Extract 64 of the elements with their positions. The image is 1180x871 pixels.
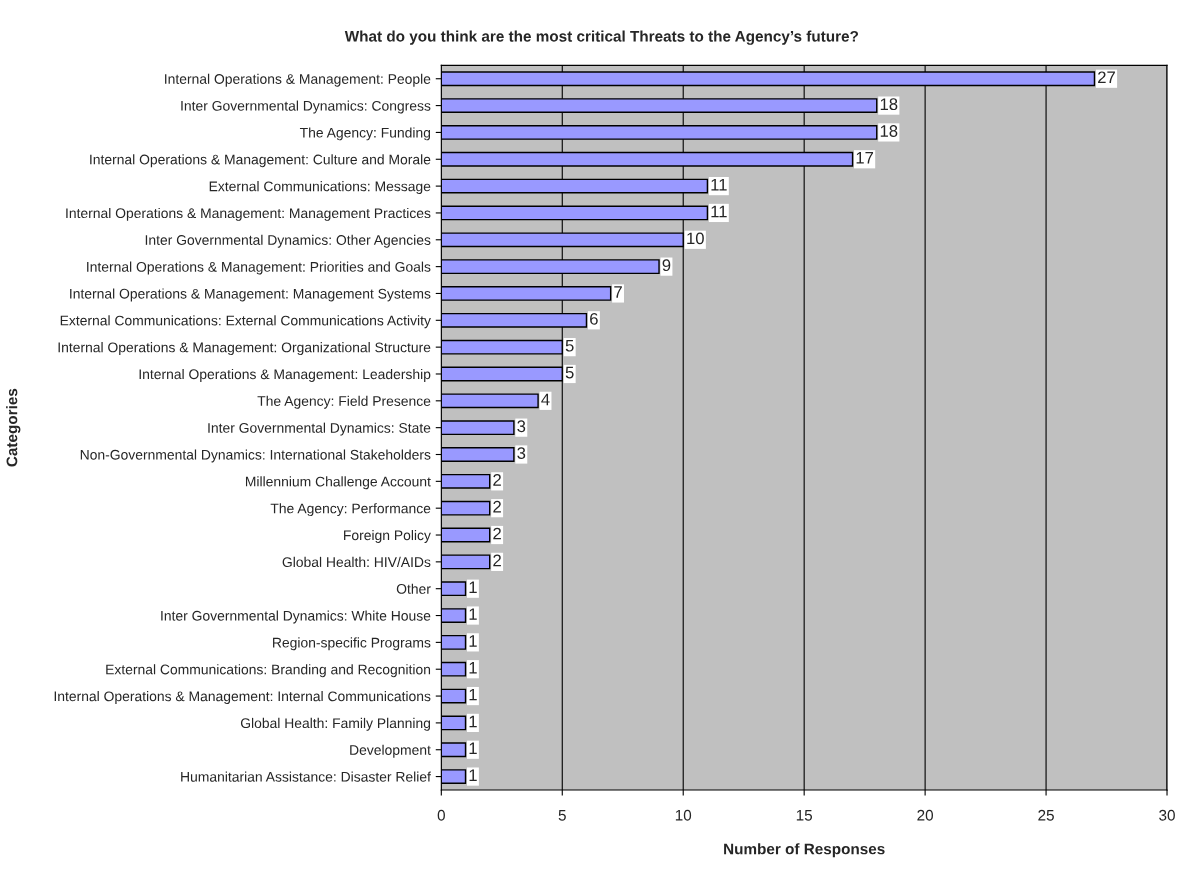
y-tick-label: Non-Governmental Dynamics: International Stakeholders	[80, 449, 431, 463]
x-tick-label: 25	[1038, 809, 1054, 821]
x-axis-title: Number of Responses	[724, 843, 885, 858]
data-label: 11	[711, 178, 727, 191]
data-label: 1	[469, 742, 477, 755]
y-tick-label: Internal Operations & Management: Management Systems	[70, 288, 431, 302]
chart-title: What do you think are the most critical Threats to the Agency’s future?	[344, 30, 858, 45]
y-tick-label: The Agency: Field Presence	[257, 395, 431, 409]
data-label: 2	[493, 527, 501, 540]
data-label: 1	[469, 581, 477, 594]
y-tick-label: The Agency: Funding	[299, 127, 431, 141]
data-label: 5	[565, 339, 574, 352]
y-tick-label: Inter Governmental Dynamics: White House	[161, 610, 431, 624]
y-tick-label: Internal Operations & Management: Leadership	[139, 368, 431, 382]
data-label: 7	[614, 286, 622, 298]
data-label: 2	[493, 554, 501, 567]
y-tick-label: The Agency: Performance	[270, 503, 431, 517]
data-label: 17	[856, 152, 874, 164]
x-tick-label: 10	[675, 809, 692, 821]
data-label: 4	[541, 393, 550, 406]
x-tick-label: 5	[558, 810, 566, 821]
y-tick-label: Inter Governmental Dynamics: State	[208, 422, 431, 436]
x-tick-label: 15	[796, 810, 813, 821]
y-tick-label: Internal Operations & Management: People	[165, 73, 431, 87]
data-label: 1	[469, 635, 477, 647]
data-label: 6	[590, 312, 598, 325]
y-tick-label: Foreign Policy	[344, 529, 431, 543]
data-label: 1	[469, 688, 477, 701]
y-tick-label: External Communications: Message	[209, 181, 431, 195]
y-tick-label: Internal Operations & Management: Culture and Morale	[90, 154, 431, 168]
y-tick-label: Other	[396, 583, 431, 594]
y-tick-label: Inter Governmental Dynamics: Other Agencies	[145, 234, 431, 248]
data-label: 18	[880, 98, 898, 111]
y-tick-label: External Communications: Branding and Recognition	[106, 664, 431, 678]
y-axis-title: Categories	[6, 388, 21, 467]
data-label: 1	[469, 662, 477, 674]
data-label: 18	[880, 125, 898, 137]
y-tick-label: Global Health: HIV/AIDs	[282, 556, 431, 568]
data-label: 10	[687, 232, 704, 245]
y-tick-label: Region-specific Programs	[273, 637, 431, 651]
y-tick-label: Global Health: Family Planning	[240, 717, 431, 731]
data-label: 1	[469, 608, 477, 620]
x-tick-label: 30	[1159, 809, 1175, 821]
y-tick-label: Internal Operations & Management: Management Practices	[66, 207, 431, 221]
y-tick-label: External Communications: External Communications Activity	[60, 315, 431, 329]
y-tick-label: Development	[350, 744, 431, 758]
x-tick-label: 0	[437, 809, 445, 821]
data-label: 9	[662, 259, 671, 272]
y-tick-label: Humanitarian Assistance: Disaster Relief	[181, 771, 431, 782]
data-label: 3	[517, 447, 526, 459]
data-label: 2	[493, 500, 501, 513]
data-label: 3	[517, 420, 526, 433]
y-tick-label: Millennium Challenge Account	[245, 476, 431, 490]
y-tick-label: Internal Operations & Management: Organizational Structure	[58, 342, 431, 356]
data-label: 2	[493, 474, 501, 486]
data-label: 11	[711, 205, 727, 218]
data-label: 5	[565, 366, 574, 379]
data-label: 1	[469, 769, 477, 781]
y-tick-label: Internal Operations & Management: Priorities and Goals	[87, 261, 431, 275]
x-tick-label: 20	[917, 809, 934, 821]
y-tick-label: Internal Operations & Management: Internal Communications	[54, 691, 431, 704]
y-tick-label: Inter Governmental Dynamics: Congress	[181, 100, 431, 114]
data-label: 1	[469, 715, 477, 728]
data-label: 27	[1098, 71, 1115, 84]
